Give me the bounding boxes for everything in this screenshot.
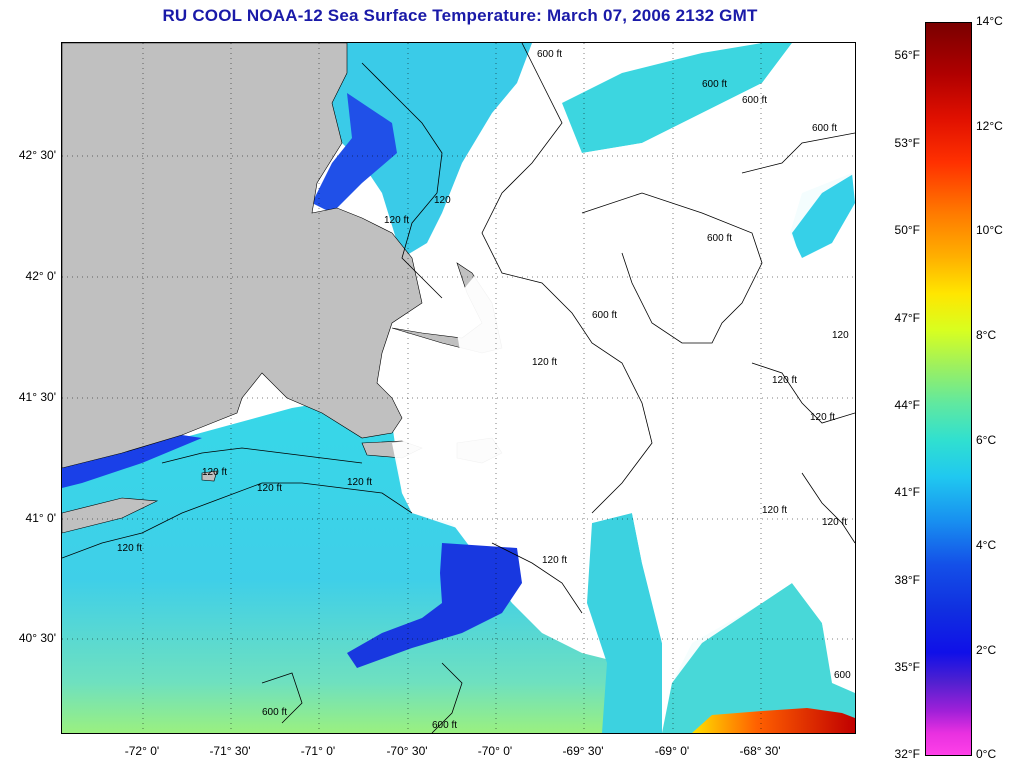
contour-label: 600 ft: [707, 233, 732, 244]
colorbar-fahrenheit-label: 44°F: [894, 398, 920, 412]
longitude-label: -72° 0': [124, 744, 160, 758]
colorbar-fahrenheit-label: 53°F: [894, 136, 920, 150]
contour-label: 120 ft: [542, 555, 567, 566]
cloud-mask: [392, 43, 855, 683]
colorbar-celsius-label: 14°C: [976, 14, 1003, 28]
latitude-label: 41° 0': [25, 511, 56, 525]
contour-label: 120 ft: [117, 543, 142, 554]
contour-label: 120 ft: [202, 467, 227, 478]
temperature-colorbar: [925, 22, 972, 756]
colorbar-celsius-label: 6°C: [976, 433, 997, 447]
contour-label: 600 ft: [702, 79, 727, 90]
longitude-label: -69° 0': [654, 744, 690, 758]
contour-label: 120 ft: [347, 477, 372, 488]
contour-label: 120 ft: [772, 375, 797, 386]
colorbar-celsius-label: 4°C: [976, 538, 997, 552]
contour-label: 600 ft: [592, 310, 617, 321]
longitude-label: -68° 30': [739, 744, 781, 758]
colorbar-fahrenheit-label: 35°F: [894, 660, 920, 674]
sst-cold-coast: [62, 435, 202, 488]
longitude-label: -71° 30': [209, 744, 251, 758]
longitude-label: -70° 0': [477, 744, 513, 758]
contour-label: 120 ft: [257, 483, 282, 494]
colorbar-celsius-label: 10°C: [976, 223, 1003, 237]
sst-cold-north-coast: [312, 93, 397, 213]
contour-label: 600 ft: [537, 49, 562, 60]
longitude-label: -71° 0': [300, 744, 336, 758]
contour-label: 120 ft: [822, 517, 847, 528]
sst-map[interactable]: 600 ft 600 ft 600 ft 600 ft 600 ft 600 f…: [61, 42, 856, 734]
contour-label: 600: [834, 670, 851, 681]
colorbar-fahrenheit-label: 56°F: [894, 48, 920, 62]
colorbar-celsius-label: 8°C: [976, 328, 997, 342]
contour-label: 120: [434, 195, 451, 206]
colorbar-fahrenheit-label: 41°F: [894, 485, 920, 499]
contour-label: 120 ft: [384, 215, 409, 226]
colorbar-celsius-label: 0°C: [976, 747, 997, 761]
colorbar-fahrenheit-label: 32°F: [894, 747, 920, 761]
contour-labels: 600 ft 600 ft 600 ft 600 ft 600 ft 600 f…: [117, 49, 851, 731]
longitude-label: -70° 30': [386, 744, 428, 758]
latitude-label: 42° 0': [25, 269, 56, 283]
contour-label: 120 ft: [810, 412, 835, 423]
latitude-label: 41° 30': [18, 390, 56, 404]
latitude-label: 42° 30': [18, 148, 56, 162]
longitude-label: -69° 30': [562, 744, 604, 758]
colorbar-fahrenheit-label: 38°F: [894, 573, 920, 587]
land-new-england: [62, 43, 423, 469]
sst-field-northeast: [562, 43, 792, 153]
sst-warm-strip: [692, 708, 855, 733]
colorbar-fahrenheit-label: 50°F: [894, 223, 920, 237]
sst-field-far-southeast: [662, 583, 855, 733]
land-long-island: [62, 497, 159, 534]
contour-label: 600 ft: [262, 707, 287, 718]
colorbar-fahrenheit-label: 47°F: [894, 311, 920, 325]
colorbar-celsius-label: 2°C: [976, 643, 997, 657]
contour-label: 600 ft: [742, 95, 767, 106]
land-block-island: [201, 470, 218, 482]
latitude-label: 40° 30': [18, 631, 56, 645]
map-title: RU COOL NOAA-12 Sea Surface Temperature:…: [162, 6, 758, 25]
graticule: [62, 43, 855, 733]
contour-label: 120: [832, 330, 849, 341]
sst-field-north: [332, 43, 532, 258]
contour-label: 120 ft: [762, 505, 787, 516]
bathymetry-contours: [62, 43, 855, 733]
colorbar-celsius-label: 12°C: [976, 119, 1003, 133]
sst-cold-tongue: [347, 543, 522, 668]
contour-label: 120 ft: [532, 357, 557, 368]
contour-label: 600 ft: [812, 123, 837, 134]
contour-label: 600 ft: [432, 720, 457, 731]
